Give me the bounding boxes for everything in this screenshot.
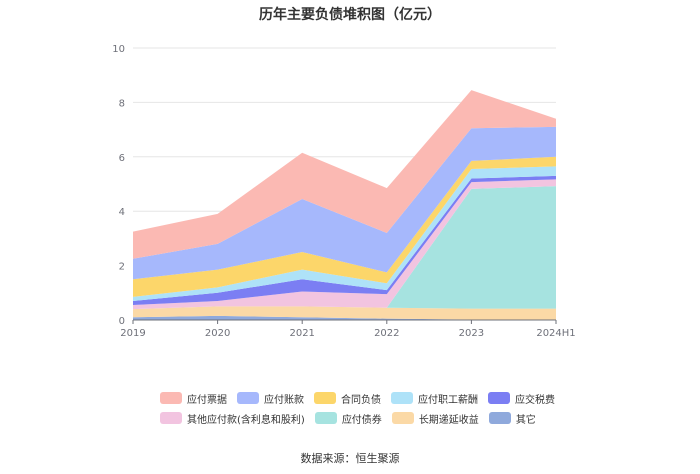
y-tick-label: 0 [119,316,125,327]
legend-item[interactable]: 应交税费 [488,391,555,406]
legend-item[interactable]: 应付职工薪酬 [391,391,478,406]
chart-title: 历年主要负债堆积图（亿元） [259,7,441,23]
x-tick-label: 2023 [459,328,484,339]
area-series-8 [133,90,556,259]
legend-swatch [160,412,182,424]
legend-label: 合同负债 [341,394,381,406]
legend-item[interactable]: 合同负债 [314,391,381,406]
legend-swatch [314,392,336,404]
legend-swatch [391,392,413,404]
legend-label: 应付账款 [264,394,304,406]
area-series-6 [133,156,556,297]
x-axis: 2019 2020 2021 2022 2023 2024H1 [120,319,576,339]
legend: 应付票据 应付账款 合同负债 应付职工薪酬 应交税费其他应付款(含利息和股利) 应付债券 长… [160,388,580,428]
area-series-0 [133,315,556,320]
y-tick-label: 4 [119,207,125,218]
y-axis: 0 2 4 6 8 10 [112,44,125,327]
area-series-7 [133,126,556,280]
data-source: 数据来源：恒生聚源 [300,452,400,465]
legend-label: 长期递延收益 [418,414,479,426]
legend-label: 应付票据 [187,394,227,406]
legend-item[interactable]: 其他应付款(含利息和股利) [160,411,305,426]
legend-label: 其它 [515,414,536,426]
x-tick-label: 2020 [205,328,230,339]
legend-row: 应付票据 应付账款 合同负债 应付职工薪酬 应交税费 [160,388,580,408]
y-tick-label: 8 [119,98,125,109]
x-tick-label: 2024H1 [536,328,575,339]
y-tick-label: 10 [112,44,125,55]
legend-item[interactable]: 应付票据 [160,391,227,406]
legend-label: 应付债券 [341,414,382,426]
legend-label: 其他应付款(含利息和股利) [187,414,305,426]
legend-swatch [488,412,511,424]
legend-item[interactable]: 其它 [488,411,536,426]
stacked-areas [133,90,556,320]
legend-swatch [314,412,337,424]
area-series-3 [133,179,556,310]
x-tick-label: 2019 [120,328,145,339]
legend-label: 应付职工薪酬 [418,394,478,406]
y-tick-label: 6 [119,153,125,164]
legend-item[interactable]: 应付账款 [237,391,304,406]
legend-row: 其他应付款(含利息和股利) 应付债券 长期递延收益 其它 [160,408,580,428]
area-series-4 [133,175,556,306]
x-tick-label: 2021 [289,328,314,339]
area-series-2 [133,186,556,310]
y-tick-label: 2 [119,262,125,273]
legend-swatch [237,392,259,404]
area-series-1 [133,306,556,320]
legend-swatch [391,412,414,424]
legend-swatch [160,392,182,404]
legend-item[interactable]: 长期递延收益 [391,411,479,426]
x-tick-label: 2022 [374,328,399,339]
legend-swatch [488,392,510,404]
area-series-5 [133,166,556,301]
legend-item[interactable]: 应付债券 [314,411,382,426]
legend-label: 应交税费 [515,394,555,406]
